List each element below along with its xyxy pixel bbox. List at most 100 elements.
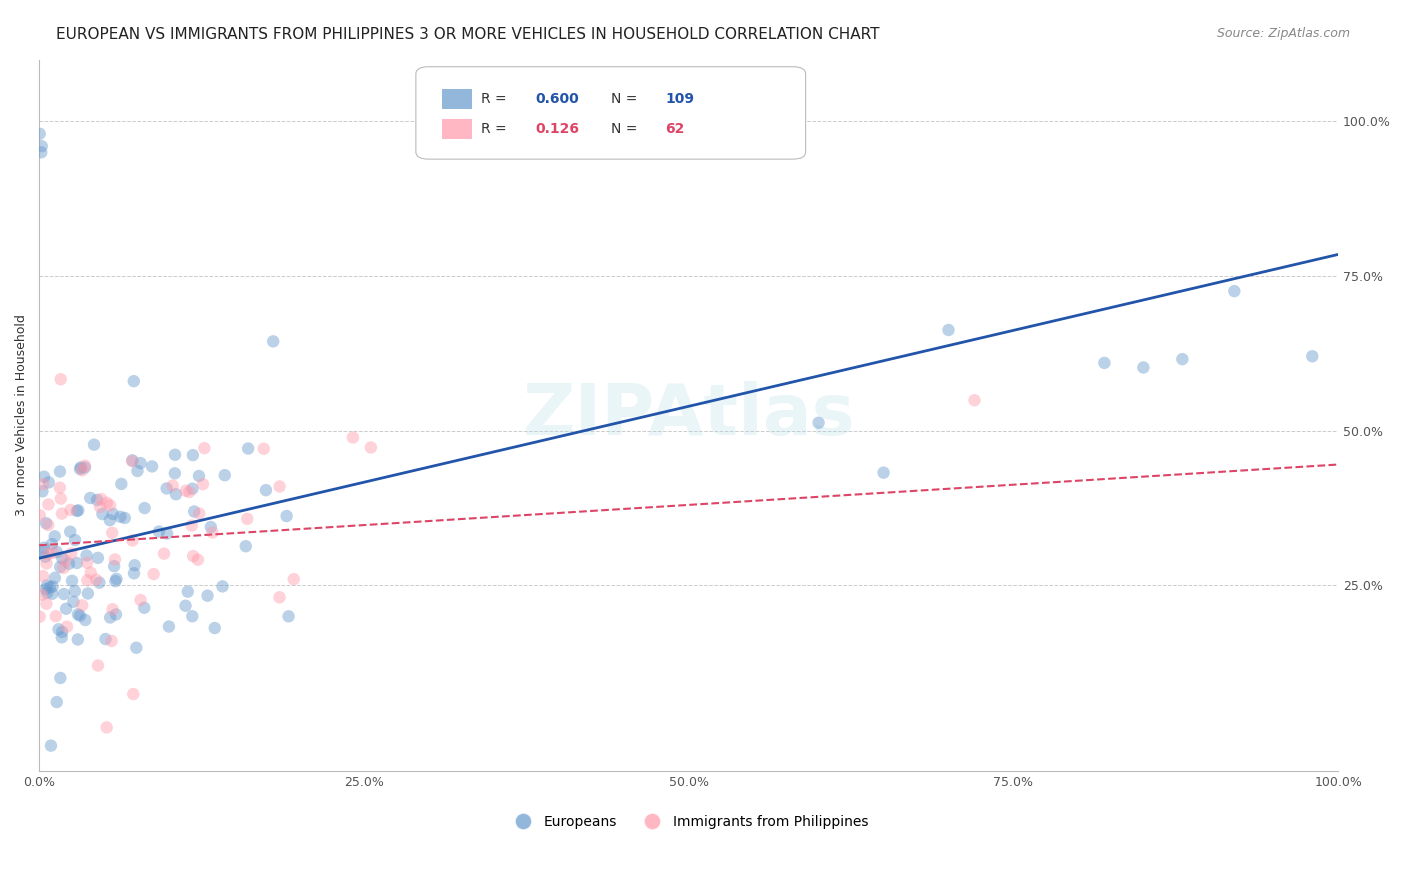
Point [105,572,128,586]
Point [807,416,830,430]
Point [124,558,146,573]
Point [157,619,180,633]
Point [156,482,179,496]
Point [42,546,65,560]
Point [101,507,124,521]
Point [201,525,224,540]
Point [76,556,98,570]
Point [277,609,299,624]
Point [60,574,83,588]
Point [98,610,121,624]
Text: N =: N = [610,93,641,106]
Point [69,462,91,476]
Point [89,575,111,590]
Point [100,634,122,648]
Point [188,507,211,521]
Point [63,533,86,547]
Point [31,484,53,499]
Point [1094,356,1116,370]
Point [122,566,145,581]
Point [56,620,79,634]
Point [127,464,149,478]
FancyBboxPatch shape [416,67,806,159]
Point [83,438,105,452]
Text: R =: R = [481,122,510,136]
Point [181,609,204,624]
Point [87,550,110,565]
Point [28,609,51,624]
Point [76,574,98,588]
Point [38,580,60,594]
Point [66,504,89,518]
Point [70,599,93,613]
Point [28,127,51,141]
Point [180,518,202,533]
Point [174,599,197,613]
Text: 0.126: 0.126 [536,122,579,136]
Point [177,584,200,599]
Point [30,145,52,160]
Point [342,431,364,445]
Point [262,334,284,349]
Text: R =: R = [481,93,510,106]
Point [153,547,176,561]
Point [59,524,82,539]
Point [191,477,214,491]
Point [114,511,136,525]
Point [269,591,291,605]
Point [75,613,97,627]
Point [121,453,143,467]
Point [134,600,156,615]
Text: 109: 109 [665,93,695,106]
Point [32,469,55,483]
Point [187,552,209,566]
Point [197,589,219,603]
Point [66,556,89,570]
Point [90,491,112,506]
Y-axis label: 3 or more Vehicles in Household: 3 or more Vehicles in Household [15,314,28,516]
Point [39,739,62,753]
Point [360,441,382,455]
Point [73,460,96,475]
Point [41,587,63,601]
Point [79,491,101,505]
Point [165,487,187,501]
Point [183,504,205,518]
Point [34,549,56,564]
Point [101,525,124,540]
Point [181,448,204,462]
Point [235,539,257,553]
Point [148,524,170,539]
Point [76,549,98,563]
Point [32,477,55,491]
Point [51,624,73,639]
Point [276,509,298,524]
Point [69,608,91,623]
Point [49,560,72,574]
Point [96,496,118,510]
Point [134,501,156,516]
Point [77,586,100,600]
Point [32,541,55,555]
Point [70,463,93,477]
Point [66,607,89,622]
Point [1132,360,1154,375]
Point [59,503,82,517]
Text: ZIPAtlas: ZIPAtlas [523,381,855,450]
Point [66,632,89,647]
Point [98,499,121,513]
Point [49,465,72,479]
Point [79,566,101,580]
Point [49,671,72,685]
Text: N =: N = [610,122,641,136]
Point [142,567,165,582]
Point [45,695,67,709]
Point [89,500,111,514]
Text: Source: ZipAtlas.com: Source: ZipAtlas.com [1216,27,1350,40]
Point [73,458,96,473]
Point [49,491,72,506]
Legend: Europeans, Immigrants from Philippines: Europeans, Immigrants from Philippines [503,810,873,835]
Point [181,482,204,496]
Point [204,621,226,635]
Point [129,593,152,607]
